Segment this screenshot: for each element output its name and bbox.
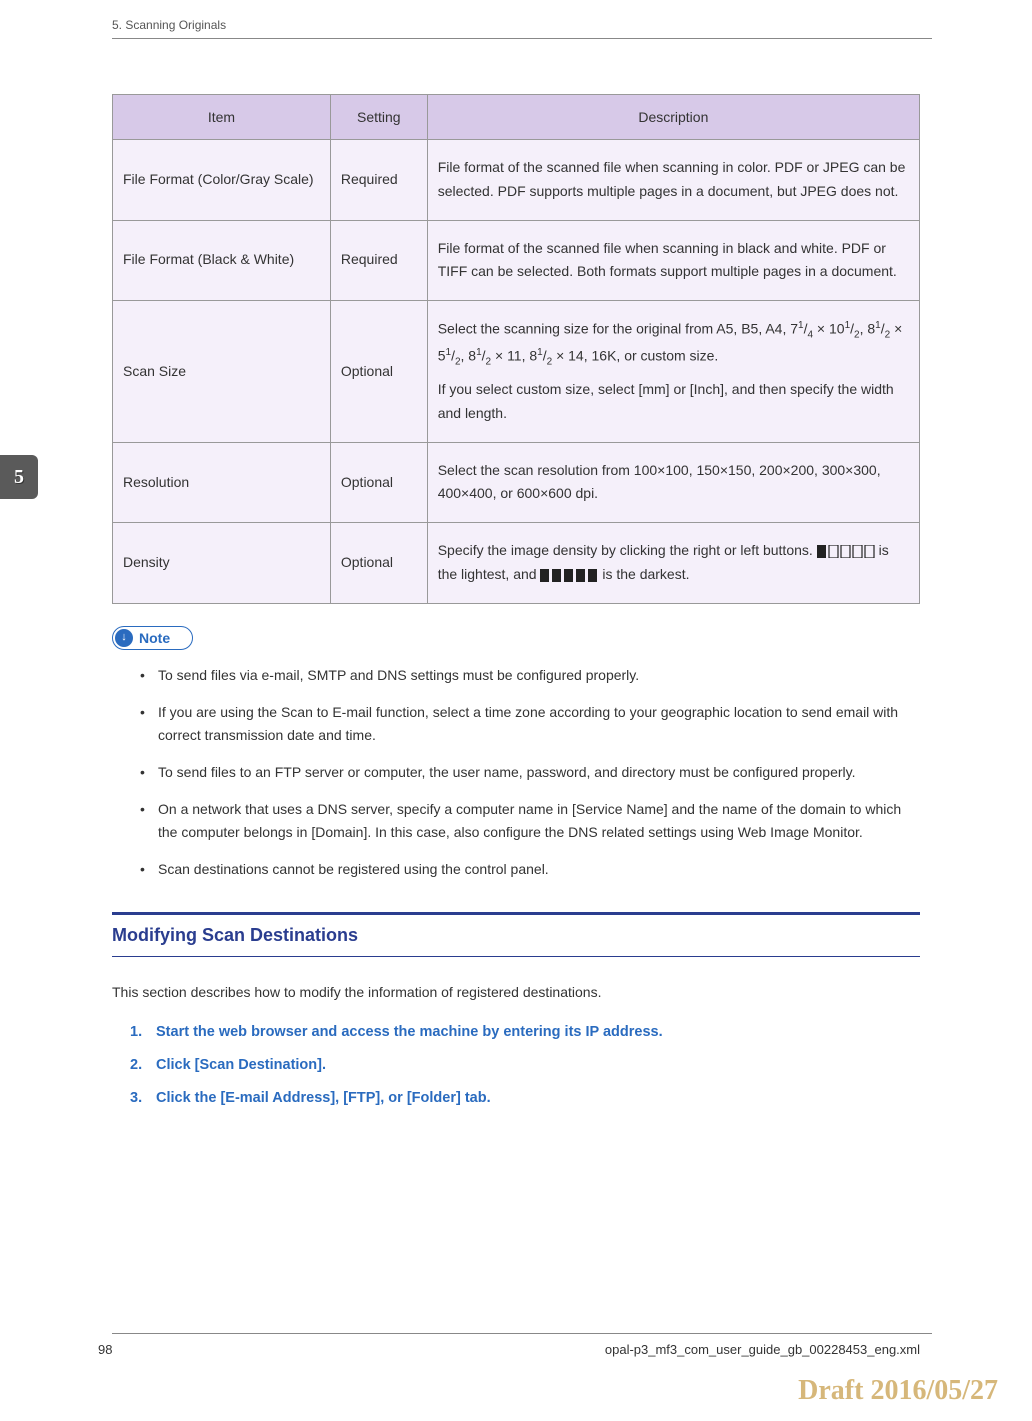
cell-description: File format of the scanned file when sca…: [427, 140, 919, 221]
note-item: To send files to an FTP server or comput…: [140, 761, 920, 784]
cell-item: File Format (Color/Gray Scale): [113, 140, 331, 221]
scan-size-desc-pre: Select the scanning size for the origina…: [438, 321, 791, 337]
footer-rule: [112, 1333, 932, 1334]
cell-item: Scan Size: [113, 301, 331, 443]
steps-list: Start the web browser and access the mac…: [130, 1021, 920, 1111]
cell-description: File format of the scanned file when sca…: [427, 220, 919, 301]
step-text: Start the web browser and access the mac…: [156, 1024, 663, 1040]
cell-description: Select the scanning size for the origina…: [427, 301, 919, 443]
page-header: 5. Scanning Originals: [0, 0, 1032, 32]
th-item: Item: [113, 95, 331, 140]
step-item: Start the web browser and access the mac…: [130, 1021, 920, 1044]
chapter-tab: 5: [0, 455, 38, 499]
footer-path: opal-p3_mf3_com_user_guide_gb_00228453_e…: [605, 1342, 920, 1357]
scan-size-desc-post: , 16K, or custom size.: [584, 347, 719, 363]
table-row: Resolution Optional Select the scan reso…: [113, 442, 920, 523]
cell-setting: Optional: [330, 523, 427, 604]
density-desc-pre: Specify the image density by clicking th…: [438, 542, 817, 558]
section-rule-bottom: [112, 956, 920, 957]
table-row: Density Optional Specify the image densi…: [113, 523, 920, 604]
chapter-tab-number: 5: [14, 466, 24, 489]
settings-table: Item Setting Description File Format (Co…: [112, 94, 920, 604]
page-footer: 98 opal-p3_mf3_com_user_guide_gb_0022845…: [0, 1333, 1032, 1357]
note-item: To send files via e-mail, SMTP and DNS s…: [140, 664, 920, 687]
section-title: Modifying Scan Destinations: [112, 925, 920, 946]
section-rule-top: [112, 912, 920, 915]
step-text: Click [Scan Destination].: [156, 1057, 326, 1073]
header-rule: [112, 38, 932, 39]
step-text: Click the [E-mail Address], [FTP], or [F…: [156, 1090, 491, 1106]
th-setting: Setting: [330, 95, 427, 140]
note-list: To send files via e-mail, SMTP and DNS s…: [140, 664, 920, 882]
cell-setting: Required: [330, 220, 427, 301]
note-label: ↓ Note: [112, 626, 193, 650]
step-item: Click [Scan Destination].: [130, 1054, 920, 1077]
cell-setting: Optional: [330, 442, 427, 523]
note-item: On a network that uses a DNS server, spe…: [140, 798, 920, 844]
step-item: Click the [E-mail Address], [FTP], or [F…: [130, 1087, 920, 1110]
page-content: Item Setting Description File Format (Co…: [112, 94, 920, 1110]
density-light-icon: [817, 545, 875, 558]
density-desc-post: is the darkest.: [602, 566, 689, 582]
table-row: File Format (Color/Gray Scale) Required …: [113, 140, 920, 221]
note-arrow-icon: ↓: [115, 629, 133, 647]
note-item: Scan destinations cannot be registered u…: [140, 858, 920, 881]
cell-setting: Optional: [330, 301, 427, 443]
cell-description: Specify the image density by clicking th…: [427, 523, 919, 604]
cell-item: Resolution: [113, 442, 331, 523]
section-intro: This section describes how to modify the…: [112, 981, 920, 1003]
cell-item: Density: [113, 523, 331, 604]
table-row: File Format (Black & White) Required Fil…: [113, 220, 920, 301]
density-dark-icon: [540, 569, 598, 582]
scan-size-desc-p2: If you select custom size, select [mm] o…: [438, 378, 909, 426]
table-header-row: Item Setting Description: [113, 95, 920, 140]
note-label-text: Note: [139, 630, 170, 646]
note-item: If you are using the Scan to E-mail func…: [140, 701, 920, 747]
cell-setting: Required: [330, 140, 427, 221]
table-row: Scan Size Optional Select the scanning s…: [113, 301, 920, 443]
cell-item: File Format (Black & White): [113, 220, 331, 301]
cell-description: Select the scan resolution from 100×100,…: [427, 442, 919, 523]
th-description: Description: [427, 95, 919, 140]
page-number: 98: [98, 1342, 112, 1357]
note-section: ↓ Note To send files via e-mail, SMTP an…: [112, 626, 920, 882]
draft-stamp: Draft 2016/05/27: [798, 1375, 998, 1407]
